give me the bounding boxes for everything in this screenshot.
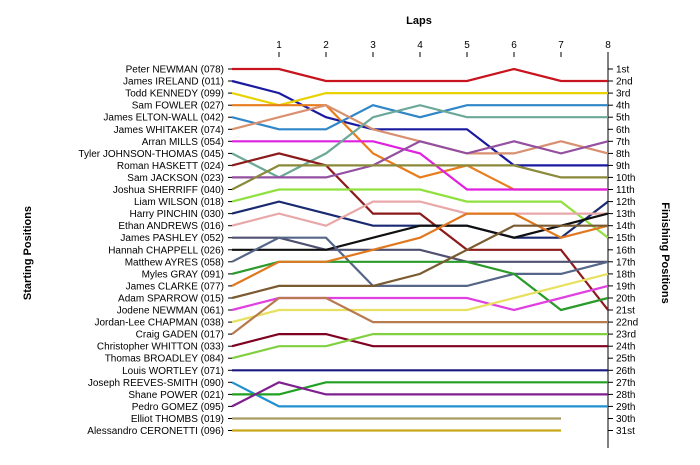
starting-driver-label: Christopher WHITTON (033) — [97, 342, 224, 353]
starting-driver-label: Myles GRAY (091) — [142, 269, 224, 280]
starting-driver-label: Jodene NEWMAN (061) — [117, 306, 224, 317]
finishing-position-label: 20th — [616, 294, 635, 305]
finishing-position-label: 10th — [616, 173, 635, 184]
finishing-position-label: 14th — [616, 221, 635, 232]
starting-driver-label: Ethan ANDREWS (016) — [118, 221, 224, 232]
finishing-position-label: 8th — [616, 149, 630, 160]
starting-driver-label: Tyler JOHNSON-THOMAS (045) — [78, 149, 224, 160]
finishing-position-label: 22nd — [616, 318, 638, 329]
starting-position-labels: Peter NEWMAN (078)James IRELAND (011)Tod… — [78, 65, 232, 437]
x-tick-label: 1 — [276, 40, 282, 51]
series-line — [231, 212, 609, 287]
starting-driver-label: Pedro GOMEZ (095) — [132, 402, 224, 413]
starting-driver-label: Jordan-Lee CHAPMAN (038) — [95, 318, 225, 329]
starting-driver-label: Peter NEWMAN (078) — [126, 65, 224, 76]
right-axis-title: Finishing Positions — [659, 202, 671, 303]
series-line — [231, 333, 608, 360]
finishing-position-label: 15th — [616, 233, 635, 244]
series-line — [231, 91, 608, 107]
finishing-position-label: 16th — [616, 245, 635, 256]
starting-driver-label: Todd KENNEDY (099) — [125, 89, 224, 100]
finishing-position-label: 12th — [616, 197, 635, 208]
x-ticks: 1 2 3 4 5 6 7 8 — [276, 40, 611, 57]
starting-driver-label: Craig GADEN (017) — [136, 330, 224, 341]
finishing-position-label: 31st — [616, 426, 635, 437]
finishing-position-label: 26th — [616, 366, 635, 377]
starting-driver-label: Adam SPARROW (015) — [118, 294, 224, 305]
starting-driver-label: James PASHLEY (052) — [120, 233, 224, 244]
starting-driver-label: Elliot THOMBS (019) — [131, 414, 224, 425]
finishing-position-label: 1st — [616, 65, 630, 76]
series-line — [231, 164, 608, 191]
series-line — [231, 236, 609, 287]
series-line — [231, 200, 608, 227]
finishing-position-label: 4th — [616, 101, 630, 112]
x-tick-label: 7 — [558, 40, 564, 51]
starting-driver-label: Harry PINCHIN (030) — [130, 209, 224, 220]
series-line — [231, 296, 608, 335]
starting-driver-label: Hannah CHAPPELL (026) — [108, 245, 224, 256]
finishing-position-label: 25th — [616, 354, 635, 365]
starting-driver-label: Sam JACKSON (023) — [127, 173, 224, 184]
starting-driver-label: Matthew AYRES (058) — [125, 257, 224, 268]
starting-driver-label: Roman HASKETT (024) — [117, 161, 224, 172]
finishing-position-label: 6th — [616, 125, 630, 136]
starting-driver-label: Louis WORTLEY (071) — [122, 366, 224, 377]
series-line — [231, 152, 609, 311]
series-line — [231, 104, 608, 131]
starting-driver-label: Arran MILLS (054) — [142, 137, 224, 148]
finishing-position-label: 5th — [616, 113, 630, 124]
finishing-position-label: 23rd — [616, 330, 636, 341]
series-line — [232, 140, 609, 179]
x-tick-label: 6 — [511, 40, 517, 51]
starting-driver-label: Sam FOWLER (027) — [132, 101, 224, 112]
starting-driver-label: James CLARKE (077) — [126, 281, 224, 292]
finishing-position-label: 21st — [616, 306, 635, 317]
starting-driver-label: Alessandro CERONETTI (096) — [87, 426, 224, 437]
finishing-position-label: 11th — [616, 185, 635, 196]
starting-driver-label: Liam WILSON (018) — [134, 197, 224, 208]
starting-driver-label: James IRELAND (011) — [123, 77, 224, 88]
starting-driver-label: Shane POWER (021) — [128, 390, 224, 401]
finishing-position-label: 28th — [616, 390, 635, 401]
finishing-position-label: 7th — [616, 137, 630, 148]
starting-driver-label: James WHITAKER (074) — [114, 125, 224, 136]
x-tick-label: 3 — [370, 40, 376, 51]
starting-driver-label: Thomas BROADLEY (084) — [105, 354, 224, 365]
finishing-position-label: 3rd — [616, 89, 630, 100]
series-line — [231, 104, 608, 179]
finishing-position-label: 18th — [616, 269, 635, 280]
left-axis-title: Starting Positions — [22, 206, 34, 300]
x-tick-label: 5 — [464, 40, 470, 51]
starting-driver-label: Joseph REEVES-SMITH (090) — [88, 378, 224, 389]
finishing-position-label: 13th — [616, 209, 635, 220]
series-line — [231, 188, 609, 239]
series-line — [231, 381, 608, 408]
finishing-position-label: 27th — [616, 378, 635, 389]
starting-driver-label: James ELTON-WALL (042) — [103, 113, 224, 124]
starting-driver-label: Joshua SHERRIFF (040) — [113, 185, 224, 196]
finishing-position-label: 24th — [616, 342, 635, 353]
x-tick-label: 8 — [605, 40, 611, 51]
series-line — [231, 224, 608, 300]
x-tick-label: 4 — [417, 40, 423, 51]
series-lines — [231, 67, 609, 432]
finishing-position-label: 30th — [616, 414, 635, 425]
series-line — [231, 272, 609, 324]
series-line — [232, 236, 608, 263]
finishing-position-label: 29th — [616, 402, 635, 413]
series-line — [231, 333, 608, 348]
x-tick-label: 2 — [323, 40, 329, 51]
finishing-position-labels: 1st2nd3rd4th5th6th7th8th9th10th11th12th1… — [608, 65, 638, 437]
series-line — [232, 67, 608, 83]
x-axis-title: Laps — [406, 15, 432, 27]
series-line — [232, 381, 608, 396]
finishing-position-label: 17th — [616, 257, 635, 268]
series-line — [231, 381, 608, 408]
finishing-position-label: 19th — [616, 281, 635, 292]
series-line — [232, 140, 608, 191]
finishing-position-label: 9th — [616, 161, 630, 172]
finishing-position-label: 2nd — [616, 77, 633, 88]
